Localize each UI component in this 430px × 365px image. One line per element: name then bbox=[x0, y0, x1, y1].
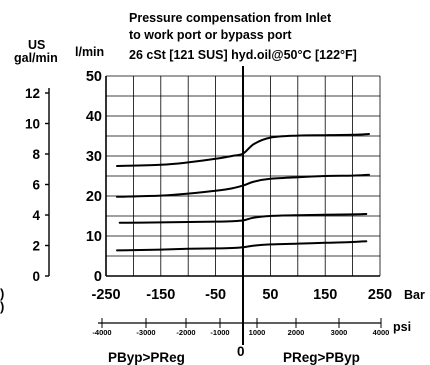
bar-tick-label: 150 bbox=[313, 287, 337, 303]
flow-curve-4 bbox=[116, 240, 368, 252]
gpm-tick-label: 0 bbox=[32, 269, 40, 284]
bar-tick-labels: -250 -150 -50 50 150 250 bbox=[91, 287, 392, 303]
lpm-tick-label: 50 bbox=[86, 69, 102, 85]
bar-tick-label: 50 bbox=[262, 287, 278, 303]
gpm-tick-label: 8 bbox=[32, 147, 40, 162]
psi-tick-label: -1000 bbox=[210, 328, 229, 337]
lpm-tick-label: 30 bbox=[86, 149, 102, 165]
psi-tick-label: 3000 bbox=[331, 328, 348, 337]
gpm-tick-label: 4 bbox=[32, 208, 40, 223]
gpm-tick-label: 12 bbox=[25, 86, 40, 101]
bar-tick-label: 250 bbox=[368, 287, 392, 303]
chart-title-line-2: to work port or bypass port bbox=[129, 28, 292, 42]
gpm-tick-label: 10 bbox=[25, 117, 40, 132]
psi-axis-ticks: -4000 -3000 -2000 -1000 1000 2000 3000 4000 bbox=[92, 318, 389, 337]
psi-unit-label: psi bbox=[393, 320, 411, 334]
bar-tick-label: -50 bbox=[205, 287, 226, 303]
side-paren-2: ) bbox=[0, 299, 4, 314]
psi-tick-label: 2000 bbox=[288, 328, 305, 337]
chart-title-line-1: Pressure compensation from Inlet bbox=[129, 11, 332, 25]
chart-title-line-3: 26 cSt [121 SUS] hyd.oil@50°C [122°F] bbox=[129, 48, 357, 62]
region-right-label: PReg>PByp bbox=[283, 350, 360, 365]
region-left-label: PByp>PReg bbox=[108, 350, 185, 365]
gpm-axis-ticks: 0 2 4 6 8 10 12 bbox=[25, 86, 49, 284]
flow-curves bbox=[116, 133, 370, 252]
lpm-tick-labels: 0 10 20 30 40 50 bbox=[86, 69, 102, 285]
psi-tick-label: 4000 bbox=[373, 328, 390, 337]
us-unit-label: US bbox=[28, 38, 45, 52]
flow-curve-1 bbox=[116, 133, 370, 167]
lpm-tick-label: 10 bbox=[86, 229, 102, 245]
bar-unit-label: Bar bbox=[404, 288, 425, 302]
psi-tick-label: -4000 bbox=[92, 328, 111, 337]
lpm-unit-label: l/min bbox=[75, 45, 104, 59]
gpm-tick-label: 6 bbox=[32, 178, 40, 193]
psi-tick-label: -2000 bbox=[176, 328, 195, 337]
bar-tick-label: -250 bbox=[91, 287, 120, 303]
gpm-tick-label: 2 bbox=[32, 239, 40, 254]
psi-tick-label: 1000 bbox=[249, 328, 266, 337]
side-paren-1: ) bbox=[0, 286, 4, 301]
psi-tick-label: -3000 bbox=[136, 328, 155, 337]
flow-curve-2 bbox=[116, 173, 370, 198]
bar-tick-label: -150 bbox=[146, 287, 175, 303]
gal-per-min-unit-label: gal/min bbox=[14, 51, 58, 65]
lpm-tick-label: 40 bbox=[86, 109, 102, 125]
lpm-tick-label: 0 bbox=[94, 269, 102, 285]
lpm-tick-label: 20 bbox=[86, 189, 102, 205]
flow-curve-3 bbox=[118, 213, 368, 224]
zero-label: 0 bbox=[237, 344, 245, 359]
